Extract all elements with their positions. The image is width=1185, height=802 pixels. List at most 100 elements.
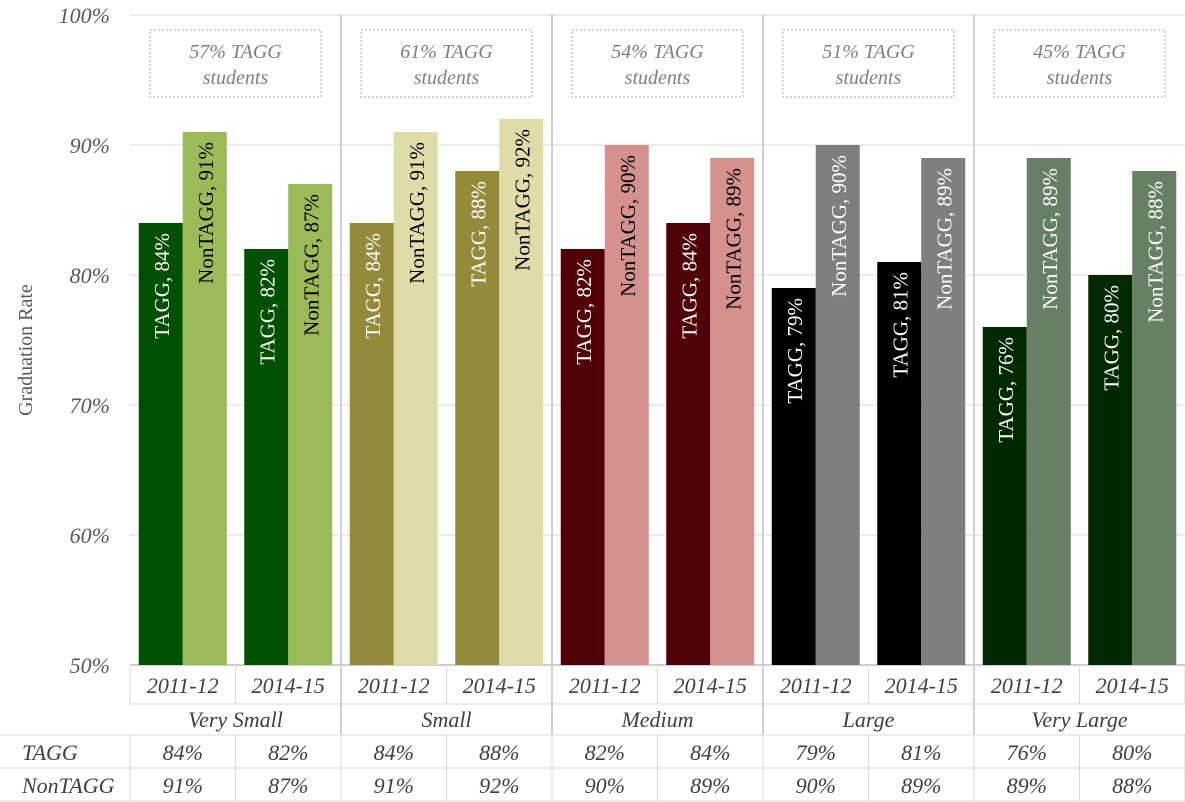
bar-nontagg (921, 158, 966, 665)
share-label-line: students (1047, 67, 1113, 89)
table-cell-nontagg: 91% (374, 773, 414, 798)
share-box (360, 29, 533, 98)
bar-tagg (982, 327, 1027, 665)
year-label: 2011-12 (991, 673, 1063, 698)
year-label: 2014-15 (1096, 673, 1169, 698)
bar-nontagg (815, 145, 860, 665)
share-label-line: students (414, 67, 480, 89)
year-label: 2011-12 (358, 673, 430, 698)
category-label: Very Large (1031, 707, 1128, 732)
bar-label-nontagg: NonTAGG, 90% (616, 155, 640, 297)
bar-nontagg (288, 184, 333, 665)
year-label: 2014-15 (463, 673, 536, 698)
table-cell-nontagg: 92% (479, 773, 519, 798)
bars (138, 119, 1177, 665)
year-label: 2011-12 (147, 673, 219, 698)
table-row-header-tagg: TAGG (22, 740, 78, 765)
bar-tagg (1088, 275, 1133, 665)
y-tick-label: 70% (70, 393, 110, 418)
y-tick-label: 80% (70, 263, 110, 288)
share-label-line: 61% TAGG (400, 41, 493, 63)
group-separators (340, 15, 975, 735)
category-label: Large (842, 707, 895, 732)
bar-label-nontagg: NonTAGG, 88% (1143, 181, 1167, 323)
table-cell-tagg: 79% (796, 740, 836, 765)
table-cell-nontagg: 90% (796, 773, 836, 798)
share-box (782, 29, 955, 98)
table-cell-nontagg: 89% (901, 773, 941, 798)
table-cell-tagg: 84% (374, 740, 414, 765)
y-tick-label: 90% (70, 133, 110, 158)
table-cell-tagg: 84% (163, 740, 203, 765)
bar-label-nontagg: NonTAGG, 91% (194, 142, 218, 284)
share-box (993, 29, 1166, 98)
year-label: 2014-15 (885, 673, 958, 698)
table-cell-tagg: 80% (1112, 740, 1152, 765)
y-axis-title: Graduation Rate (15, 284, 37, 416)
table-cell-tagg: 84% (690, 740, 730, 765)
share-box (571, 29, 744, 98)
bar-tagg (138, 223, 183, 665)
share-label: 54% TAGG students (611, 41, 704, 89)
bar-nontagg (182, 132, 227, 665)
bar-tagg (455, 171, 500, 665)
bar-nontagg (393, 132, 438, 665)
y-tick-label: 100% (59, 3, 110, 28)
table-cell-nontagg: 89% (690, 773, 730, 798)
table-cell-nontagg: 89% (1007, 773, 1047, 798)
bar-tagg (560, 249, 605, 665)
bar-label-nontagg: NonTAGG, 90% (827, 155, 851, 297)
table-cell-tagg: 88% (479, 740, 519, 765)
y-tick-label: 50% (70, 653, 110, 678)
share-label-line: 51% TAGG (822, 41, 915, 63)
bar-label-nontagg: NonTAGG, 89% (721, 168, 745, 310)
table-cell-tagg: 82% (268, 740, 308, 765)
table-row-header-nontagg: NonTAGG (21, 773, 115, 798)
year-label: 2011-12 (780, 673, 852, 698)
bar-tagg (349, 223, 394, 665)
share-box (149, 29, 322, 98)
category-label: Medium (620, 707, 693, 732)
year-label: 2014-15 (252, 673, 325, 698)
table-cell-nontagg: 88% (1112, 773, 1152, 798)
share-label: 45% TAGG students (1033, 41, 1126, 89)
bar-label-tagg: TAGG, 80% (1099, 285, 1123, 391)
data-table: TAGG NonTAGG Very Small 2011-12 84% 91% 2014-1… (0, 667, 1185, 802)
year-label: 2011-12 (569, 673, 641, 698)
share-label-line: 57% TAGG (189, 41, 282, 63)
table-cell-tagg: 81% (901, 740, 941, 765)
y-axis: 50% 60% 70% 80% 90% 100% Graduation Rate (15, 3, 110, 678)
bar-label-tagg: TAGG, 88% (466, 181, 490, 287)
bar-label-nontagg: NonTAGG, 89% (932, 168, 956, 310)
bar-nontagg (604, 145, 649, 665)
share-label-line: 45% TAGG (1033, 41, 1126, 63)
bar-label-tagg: TAGG, 82% (572, 259, 596, 365)
category-label: Small (421, 707, 471, 732)
table-cell-nontagg: 87% (268, 773, 308, 798)
share-label: 61% TAGG students (400, 41, 493, 89)
bar-label-tagg: TAGG, 84% (361, 233, 385, 339)
bar-tagg (877, 262, 922, 665)
year-label: 2014-15 (674, 673, 747, 698)
bar-label-nontagg: NonTAGG, 92% (510, 129, 534, 271)
share-label-line: 54% TAGG (611, 41, 704, 63)
bar-nontagg (1132, 171, 1177, 665)
table-cell-tagg: 82% (585, 740, 625, 765)
share-label-line: students (625, 67, 691, 89)
category-label: Very Small (188, 707, 283, 732)
table-cell-nontagg: 91% (163, 773, 203, 798)
bar-label-nontagg: NonTAGG, 91% (405, 142, 429, 284)
share-label-line: students (836, 67, 902, 89)
bar-label-tagg: TAGG, 84% (150, 233, 174, 339)
y-tick-label: 60% (70, 523, 110, 548)
bar-label-tagg: TAGG, 82% (255, 259, 279, 365)
bar-label-tagg: TAGG, 84% (677, 233, 701, 339)
bar-label-nontagg: NonTAGG, 87% (299, 194, 323, 336)
bar-nontagg (710, 158, 755, 665)
bar-label-tagg: TAGG, 79% (783, 298, 807, 404)
share-label-line: students (203, 67, 269, 89)
share-label: 57% TAGG students (189, 41, 282, 89)
bar-labels: TAGG, 84% NonTAGG, 91% TAGG, 82% NonTAGG, 8… (150, 129, 1168, 443)
